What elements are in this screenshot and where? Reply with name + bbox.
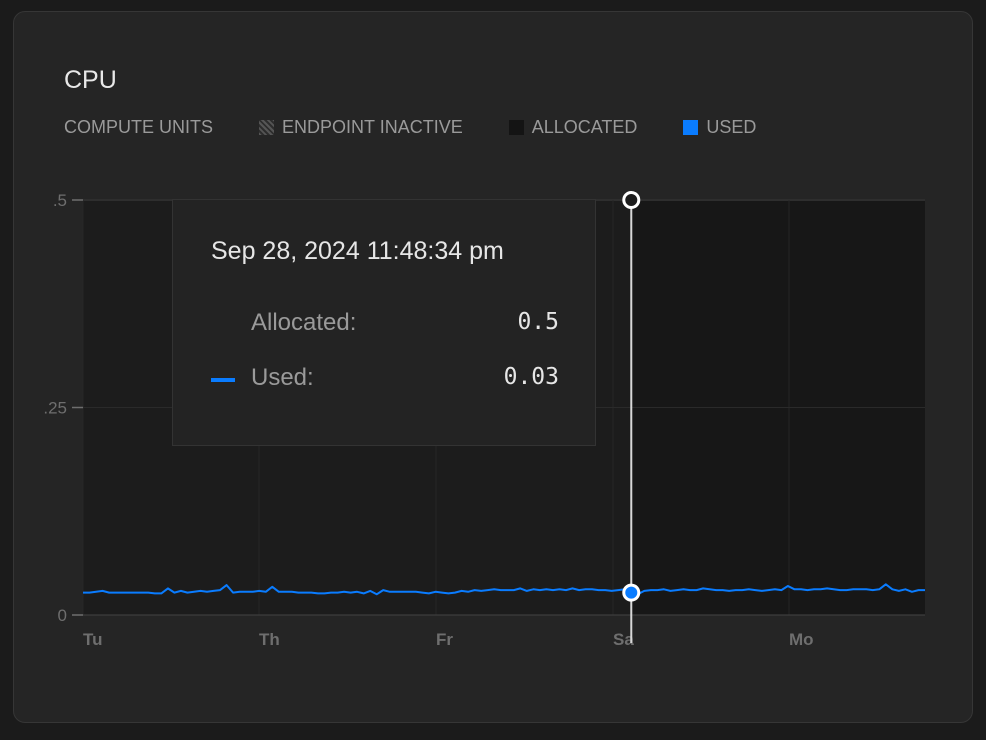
legend-item-used: USED — [683, 117, 756, 138]
tooltip-value: 0.5 — [517, 309, 559, 335]
x-tick-label: Sa — [613, 630, 634, 649]
used-line-icon — [211, 378, 235, 382]
legend-label: ALLOCATED — [531, 117, 638, 137]
legend-label: ENDPOINT INACTIVE — [282, 117, 463, 137]
legend-item-endpoint-inactive: ENDPOINT INACTIVE — [259, 117, 463, 138]
used-swatch-icon — [683, 120, 699, 135]
y-tick-label: 0 — [58, 606, 67, 625]
tooltip-date: Sep 28, 2024 11:48:34 pm — [211, 237, 504, 265]
x-tick-label: Fr — [436, 630, 453, 649]
allocated-swatch-icon — [508, 120, 524, 135]
tooltip-value: 0.03 — [503, 364, 559, 390]
tooltip-label: Used: — [251, 364, 314, 391]
y-tick-label: .25 — [43, 399, 67, 418]
x-tick-label: Mo — [789, 630, 814, 649]
legend-item-allocated: ALLOCATED — [508, 117, 638, 138]
card-title: CPU — [64, 66, 117, 94]
hatched-swatch-icon — [259, 120, 275, 135]
legend: COMPUTE UNITS ENDPOINT INACTIVE ALLOCATE… — [64, 117, 802, 138]
chart-tooltip: Sep 28, 2024 11:48:34 pm Allocated: 0.5 … — [172, 199, 596, 446]
y-tick-label: .5 — [53, 191, 67, 210]
used-hover-point — [622, 583, 641, 602]
tooltip-label: Allocated: — [251, 309, 357, 336]
tooltip-row-allocated: Allocated: 0.5 — [211, 309, 559, 339]
legend-units-label: COMPUTE UNITS — [64, 117, 214, 137]
tooltip-row-used: Used: 0.03 — [211, 364, 559, 394]
legend-label: USED — [706, 117, 757, 137]
x-tick-label: Tu — [83, 630, 103, 649]
allocated-hover-point — [622, 191, 641, 209]
legend-units: COMPUTE UNITS — [64, 117, 213, 138]
used-series-line — [83, 583, 925, 596]
x-tick-label: Th — [259, 630, 280, 649]
